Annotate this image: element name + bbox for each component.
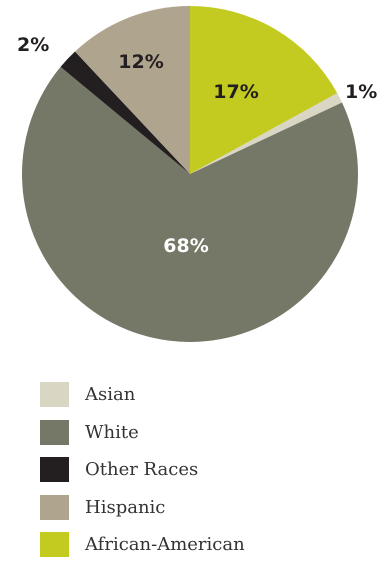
legend-label-white: White [85, 421, 139, 443]
pie-slice-african-american [190, 6, 338, 174]
pie-slice-white [21, 66, 358, 342]
legend-swatch-hispanic [40, 494, 69, 520]
legend-item-african-american: African-American [40, 526, 245, 564]
legend-label-asian: Asian [85, 384, 136, 406]
legend-swatch-asian [40, 382, 69, 408]
pie-chart: 17% 1% 68% 2% 12% [17, 6, 377, 342]
legend-item-white: White [40, 414, 245, 452]
pie-label-other-races: 2% [17, 34, 49, 56]
legend-swatch-other-races [40, 457, 69, 483]
legend-item-other-races: Other Races [40, 451, 245, 489]
pie-slice-asian [190, 93, 343, 174]
legend-swatch-african-american [40, 532, 69, 558]
pie-label-white: 68% [163, 235, 208, 257]
pie-label-hispanic: 12% [118, 51, 163, 73]
legend-label-other-races: Other Races [85, 459, 199, 481]
legend-swatch-white [40, 419, 69, 445]
legend-item-asian: Asian [40, 376, 245, 414]
legend-label-african-american: African-American [85, 534, 245, 556]
legend-label-hispanic: Hispanic [85, 496, 166, 518]
pie-slice-other-races [60, 51, 190, 174]
legend: Asian White Other Races Hispanic African… [40, 376, 245, 564]
pie-slice-hispanic [75, 6, 190, 174]
legend-item-hispanic: Hispanic [40, 489, 245, 527]
pie-label-african-american: 17% [213, 81, 258, 103]
pie-label-asian: 1% [345, 81, 377, 103]
